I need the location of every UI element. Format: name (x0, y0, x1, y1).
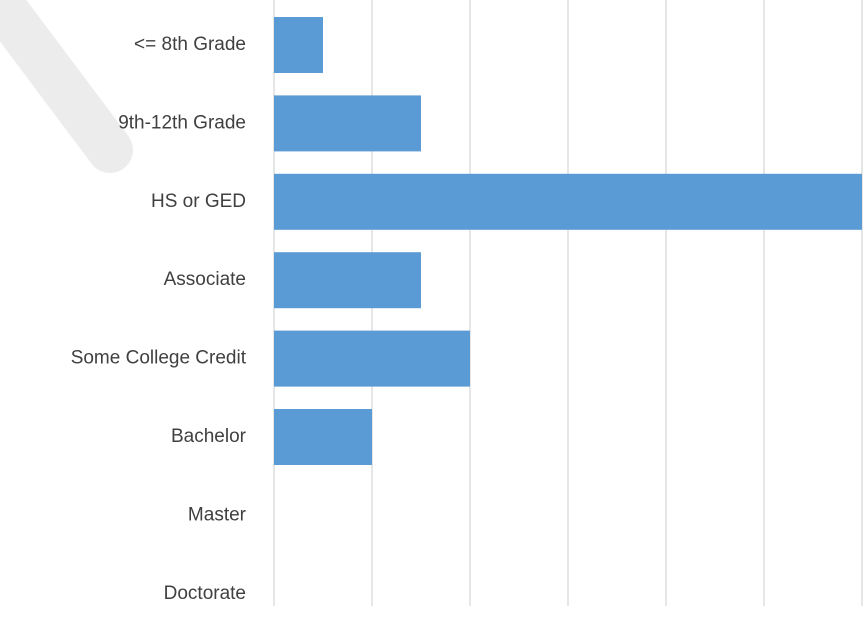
y-tick-label: Doctorate (164, 583, 246, 604)
bar (274, 330, 470, 387)
y-tick-label: Bachelor (171, 426, 247, 447)
y-tick-label: Master (188, 504, 247, 525)
y-tick-label: Some College Credit (71, 348, 247, 369)
bar (274, 409, 372, 465)
bar (274, 17, 323, 73)
watermark (0, 0, 133, 173)
y-tick-label: HS or GED (151, 191, 246, 212)
bar (274, 173, 862, 230)
y-tick-label: Associate (164, 269, 246, 290)
bar (274, 252, 421, 309)
y-tick-label: 9th-12th Grade (118, 112, 246, 133)
y-tick-label: <= 8th Grade (134, 34, 246, 55)
bar (274, 95, 421, 152)
